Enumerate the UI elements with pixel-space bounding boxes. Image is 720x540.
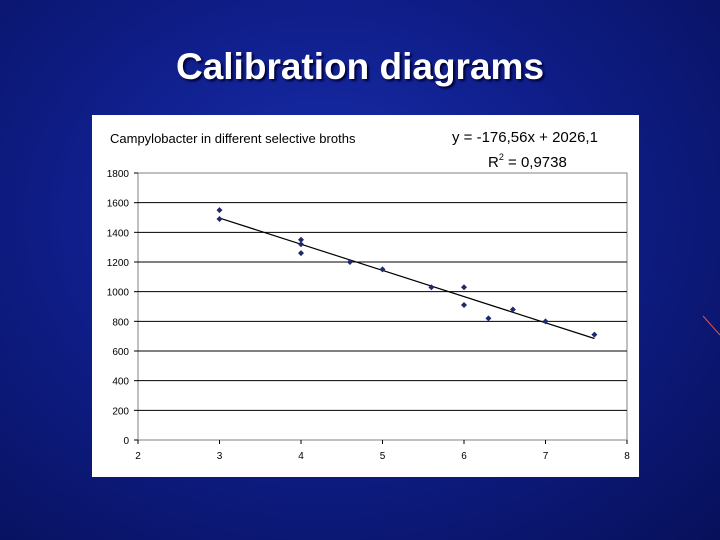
- r-squared-exp: 2: [499, 152, 504, 162]
- gridlines: [138, 202, 627, 411]
- data-point: [485, 315, 492, 322]
- slide-title: Calibration diagrams: [175, 46, 545, 87]
- trendline-equation: y = -176,56x + 2026,1: [452, 129, 598, 146]
- data-point: [216, 207, 223, 214]
- data-point: [461, 302, 467, 309]
- chart-title: Campylobacter in different selective bro…: [110, 131, 356, 146]
- y-tick-label: 1000: [107, 288, 130, 299]
- data-point: [509, 306, 516, 313]
- x-tick-label: 2: [135, 451, 141, 462]
- data-point: [298, 241, 304, 248]
- x-tick-label: 7: [543, 451, 549, 462]
- chart-panel: Campylobacter in different selective bro…: [92, 115, 639, 477]
- y-tick-label: 0: [123, 436, 129, 447]
- x-tick-label: 4: [298, 451, 304, 462]
- r-squared-label: R2 = 0,9738: [488, 152, 567, 171]
- y-tick-label: 1800: [107, 169, 130, 180]
- x-tick-label: 3: [217, 451, 223, 462]
- trendline: [219, 217, 595, 340]
- data-point: [216, 215, 223, 222]
- r-squared-value: = 0,9738: [504, 154, 567, 171]
- data-points: [216, 207, 598, 338]
- r-squared-prefix: R: [488, 154, 499, 171]
- data-point: [542, 318, 549, 325]
- trendline-layer: [219, 217, 595, 340]
- axis-ticks: 0 200 400 600 800 1000 1200 1400 1600 1800 2 3 4 5 6 7 8: [107, 169, 630, 462]
- x-tick-label: 6: [461, 451, 467, 462]
- data-point: [298, 250, 304, 257]
- x-tick-label: 8: [624, 451, 630, 462]
- y-tick-label: 400: [112, 377, 129, 388]
- data-point: [461, 284, 467, 291]
- x-tick-label: 5: [380, 451, 386, 462]
- y-tick-label: 200: [112, 406, 129, 417]
- y-tick-label: 600: [112, 347, 129, 358]
- y-tick-label: 1400: [107, 228, 130, 239]
- y-tick-label: 1200: [107, 258, 130, 269]
- data-point: [379, 266, 386, 273]
- data-point: [428, 284, 435, 291]
- data-point: [346, 259, 353, 265]
- y-tick-label: 800: [112, 317, 129, 328]
- y-tick-label: 1600: [107, 199, 130, 210]
- data-point: [298, 236, 304, 243]
- scatter-chart: Campylobacter in different selective bro…: [107, 129, 630, 462]
- data-point: [591, 331, 598, 338]
